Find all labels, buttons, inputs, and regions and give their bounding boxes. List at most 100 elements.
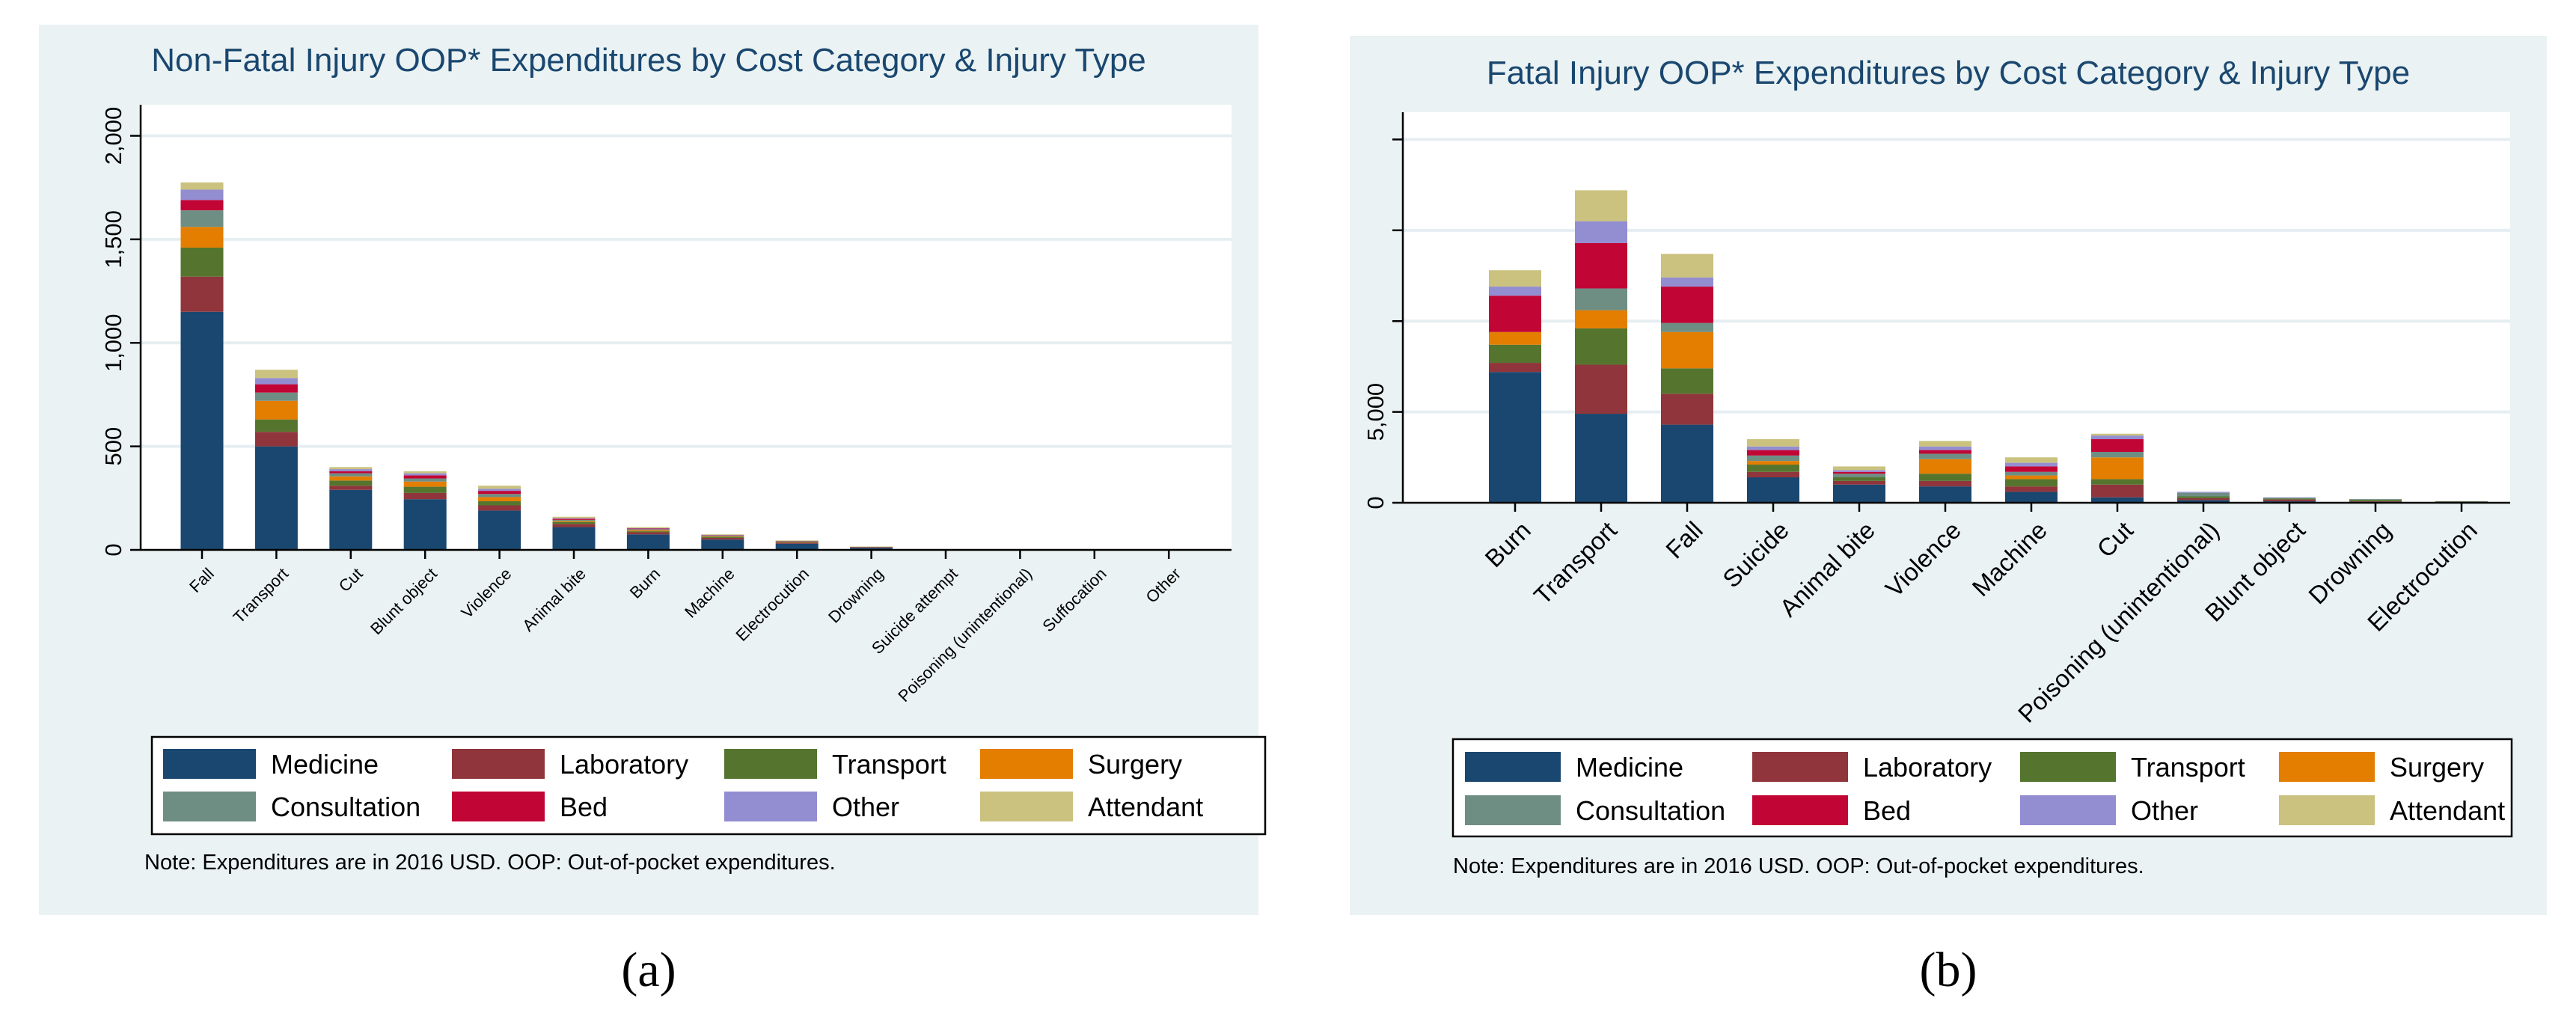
- panel-b-bar-suicide-other: [1747, 446, 1799, 450]
- panel-b-y-tick-label-0: 0: [1362, 496, 1389, 509]
- panel-b-bar-drowning-transport: [2349, 500, 2402, 502]
- panel-a-bar-violence-medicine: [478, 510, 521, 550]
- panel-b-y-ticks: 0 5,000: [1362, 138, 1403, 509]
- panel-b-legend-swatch-surgery: [2279, 752, 2375, 782]
- panel-a-y-tick-label-0: 0: [100, 543, 126, 556]
- panel-a-legend-label-medicine: Medicine: [271, 749, 379, 780]
- panel-b-bar-violence-laboratory: [1919, 480, 1971, 487]
- panel-b-axes: [1401, 112, 2510, 504]
- panel-a-bar-cut-bed: [329, 471, 373, 474]
- panel-b-legend-label-bed: Bed: [1863, 795, 1911, 826]
- panel-b-bar-animal-bite-laboratory: [1833, 480, 1885, 485]
- panel-b-bar-violence-bed: [1919, 450, 1971, 454]
- panel-a-bar-blunt-object-medicine: [403, 499, 447, 550]
- panel-b-legend-swatch-other: [2020, 795, 2116, 825]
- panel-a-bar-animal-bite-bed: [552, 518, 596, 520]
- panel-a-bar-animal-bite-consultation: [552, 519, 596, 521]
- panel-a-bar-fall-other: [180, 189, 224, 201]
- panel-a-bar-transport-laboratory: [254, 432, 298, 447]
- panel-a-bar-transport-consultation: [254, 392, 298, 401]
- panel-a-plot-region: [141, 105, 1232, 550]
- panel-a-bar-cut-medicine: [329, 489, 373, 550]
- panel-a-bar-machine-surgery: [701, 536, 744, 537]
- panel-b-bar-suicide-medicine: [1747, 477, 1799, 503]
- panel-a-bar-violence-other: [478, 489, 521, 492]
- panel-b-bar-violence-transport: [1919, 474, 1971, 481]
- panel-a-bar-violence-transport: [478, 501, 521, 506]
- panel-b-bar-poisoning-unintentional-consultation: [2177, 492, 2230, 497]
- panel-b-bar-fall-laboratory: [1661, 394, 1713, 425]
- panel-b-bar-machine-consultation: [2005, 471, 2058, 476]
- panel-a-axes: [139, 105, 1232, 551]
- panel-b-bar-violence-consultation: [1919, 453, 1971, 459]
- panel-b-bar-poisoning-unintentional-laboratory: [2177, 498, 2230, 501]
- panel-b-bar-transport-laboratory: [1575, 364, 1627, 414]
- panel-a-bar-fall-transport: [180, 247, 224, 277]
- panel-a-bar-electrocution-bed: [775, 541, 819, 542]
- panel-b-bar-violence-other: [1919, 446, 1971, 450]
- panel-b-bar-suicide-laboratory: [1747, 471, 1799, 478]
- panel-a-bar-electrocution-consultation: [775, 541, 819, 542]
- panel-a-bar-animal-bite-laboratory: [552, 524, 596, 527]
- panel-a-y-tick-label-2000: 2,000: [100, 107, 126, 165]
- panel-b-bar-transport-transport: [1575, 328, 1627, 365]
- panel-a-bar-machine-medicine: [701, 539, 744, 550]
- panel-b-bar-machine-medicine: [2005, 492, 2058, 503]
- panel-b-bar-electrocution-transport: [2435, 501, 2488, 502]
- panel-a-bar-burn-bed: [626, 528, 670, 530]
- panel-b-bar-animal-bite-bed: [1833, 471, 1885, 474]
- panel-a-legend-label-consultation: Consultation: [271, 792, 420, 822]
- panel-a-bar-animal-bite-medicine: [552, 527, 596, 550]
- panel-a-bar-burn-surgery: [626, 530, 670, 532]
- panel-b-bar-burn-medicine: [1489, 372, 1541, 503]
- panel-b-bar-blunt-object-laboratory: [2263, 499, 2316, 502]
- panel-b-legend-swatch-laboratory: [1752, 752, 1848, 782]
- panel-b-bar-machine-bed: [2005, 466, 2058, 472]
- panel-a-bar-blunt-object-surgery: [403, 481, 447, 487]
- panel-a-bar-cut-attendant: [329, 467, 373, 470]
- panel-b-legend-label-other: Other: [2131, 795, 2198, 826]
- panel-a-label: (a): [621, 943, 676, 997]
- panel-b-bar-cut-transport: [2091, 479, 2144, 485]
- panel-a-bar-cut-consultation: [329, 473, 373, 477]
- panel-a-gridlines: [141, 134, 1232, 448]
- panel-b-legend-label-laboratory: Laboratory: [1863, 752, 1992, 783]
- panel-a-legend-label-bed: Bed: [560, 792, 608, 822]
- panel-a-bar-machine-bed: [701, 535, 744, 536]
- panel-b-bar-poisoning-unintentional-medicine: [2177, 500, 2230, 503]
- panel-a-bar-burn-other: [626, 527, 670, 529]
- panel-a-y-tick-label-1000: 1,000: [100, 313, 126, 372]
- panel-b-bar-fall-bed: [1661, 287, 1713, 323]
- panel-b-bar-burn-transport: [1489, 344, 1541, 364]
- panel-a-legend-label-laboratory: Laboratory: [560, 749, 688, 780]
- panel-a-bar-drowning-consultation: [850, 547, 893, 548]
- panel-a-bar-animal-bite-transport: [552, 521, 596, 524]
- panel-a-bar-machine-transport: [701, 536, 744, 538]
- panel-a-bar-transport-bed: [254, 384, 298, 393]
- panel-a-bar-blunt-object-laboratory: [403, 492, 447, 500]
- panel-b-bar-violence-attendant: [1919, 441, 1971, 447]
- panel-a-legend-label-transport: Transport: [832, 749, 946, 780]
- panel-a-bar-violence-laboratory: [478, 505, 521, 511]
- panel-a-bar-electrocution-medicine: [775, 543, 819, 550]
- panel-a-legend-label-other: Other: [832, 792, 899, 822]
- panel-b-note: Note: Expenditures are in 2016 USD. OOP:…: [1453, 854, 2144, 878]
- panel-b-label: (b): [1920, 943, 1977, 997]
- panel-b-bar-suicide-consultation: [1747, 455, 1799, 462]
- panel-b-bar-transport-attendant: [1575, 190, 1627, 221]
- panel-b-bar-transport-other: [1575, 221, 1627, 243]
- panel-a-bar-transport-surgery: [254, 400, 298, 420]
- panel-b-legend-label-transport: Transport: [2131, 752, 2245, 783]
- panel-b-bar-electrocution-consultation: [2435, 501, 2488, 502]
- panel-a-legend-swatch-consultation: [163, 792, 256, 821]
- panel-a-legend-box: [150, 735, 1267, 836]
- panel-a-bar-animal-bite-other: [552, 518, 596, 519]
- panel-a-bar-drowning-medicine: [850, 548, 893, 550]
- panel-a-legend-swatch-other: [724, 792, 817, 821]
- panel-b-legend: Medicine Laboratory Transport Surgery Consul…: [1451, 738, 2513, 838]
- panel-a-bar-machine-attendant: [701, 534, 744, 536]
- panel-b-legend-swatch-medicine: [1465, 752, 1561, 782]
- panel-a-bar-transport-transport: [254, 419, 298, 432]
- panel-b-bar-animal-bite-medicine: [1833, 484, 1885, 503]
